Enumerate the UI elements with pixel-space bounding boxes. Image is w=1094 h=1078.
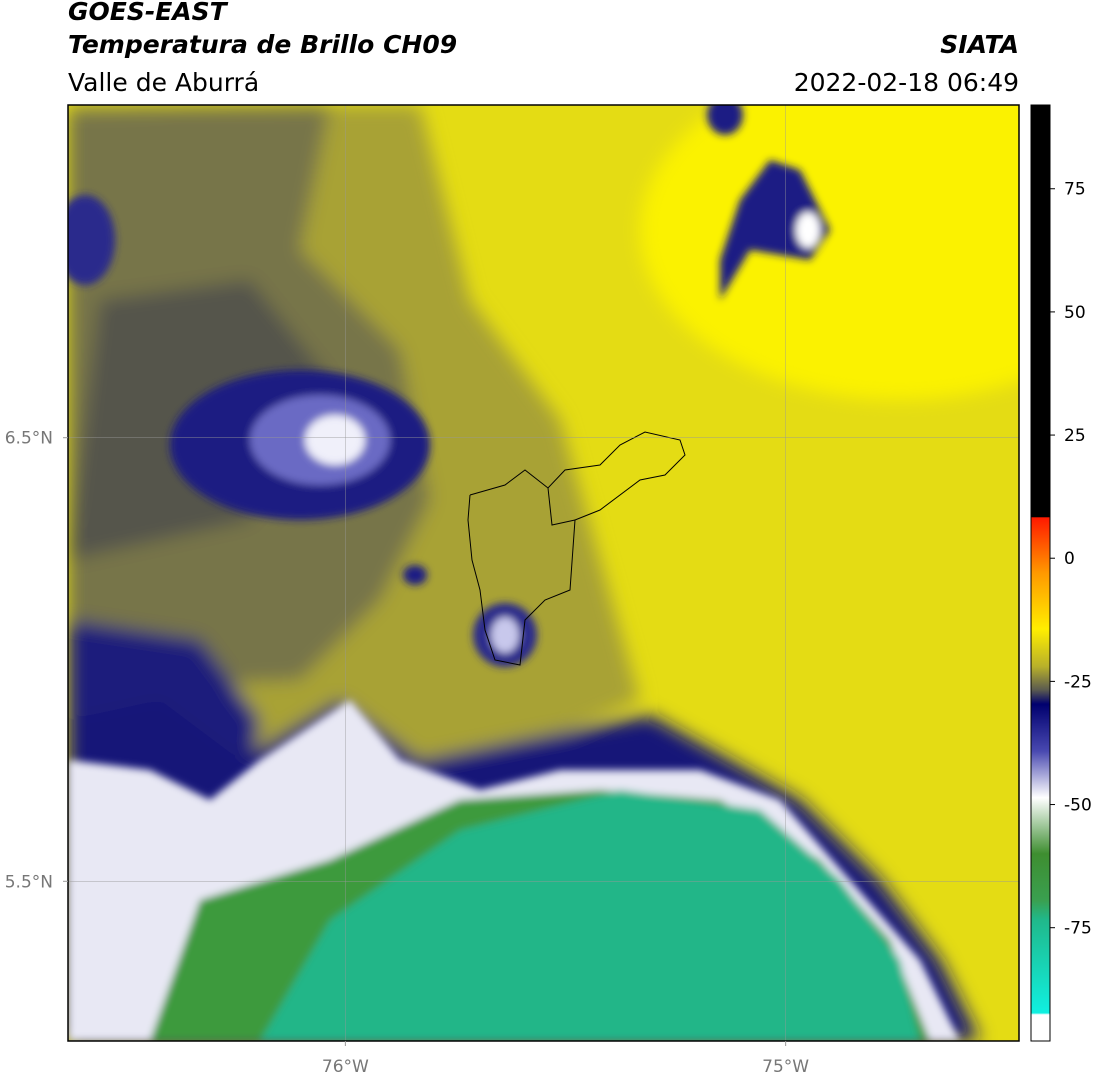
region: Valle de Aburrá: [68, 68, 259, 97]
x-tick-label: 76°W: [322, 1057, 369, 1077]
satellite-image: [68, 105, 1019, 1041]
timestamp: 2022-02-18 06:49: [794, 68, 1019, 97]
colorbar-tick-label: 0: [1064, 549, 1075, 569]
map-frame: [67, 104, 1020, 1042]
x-tick-label: 75°W: [762, 1057, 809, 1077]
colorbar-tick-label: -25: [1064, 672, 1092, 692]
colorbar: [1030, 104, 1051, 1042]
subtitle: Temperatura de Brillo CH09: [68, 30, 457, 59]
colorbar-tick-label: 75: [1064, 180, 1086, 200]
colorbar-tick-label: 25: [1064, 426, 1086, 446]
colorbar-tick-label: 50: [1064, 303, 1086, 323]
source: SIATA: [940, 30, 1019, 59]
colorbar-tick-label: -50: [1064, 796, 1092, 816]
y-tick-label: 5.5°N: [5, 872, 53, 892]
title: GOES-EAST: [68, 0, 229, 26]
colorbar-tick-label: -75: [1064, 919, 1092, 939]
y-tick-label: 6.5°N: [5, 429, 53, 449]
